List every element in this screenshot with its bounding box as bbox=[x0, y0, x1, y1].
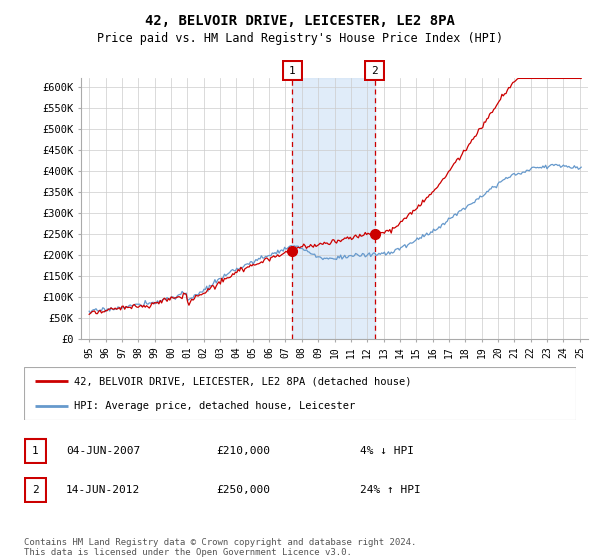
Text: 2: 2 bbox=[32, 485, 39, 495]
Text: £210,000: £210,000 bbox=[216, 446, 270, 456]
Bar bbox=[292, 78, 374, 339]
Text: 14-JUN-2012: 14-JUN-2012 bbox=[66, 485, 140, 495]
Text: 1: 1 bbox=[289, 66, 296, 76]
Text: Contains HM Land Registry data © Crown copyright and database right 2024.
This d: Contains HM Land Registry data © Crown c… bbox=[24, 538, 416, 557]
Text: 04-JUN-2007: 04-JUN-2007 bbox=[66, 446, 140, 456]
Text: 42, BELVOIR DRIVE, LEICESTER, LE2 8PA (detached house): 42, BELVOIR DRIVE, LEICESTER, LE2 8PA (d… bbox=[74, 376, 411, 386]
Text: 4% ↓ HPI: 4% ↓ HPI bbox=[360, 446, 414, 456]
Text: 2: 2 bbox=[371, 66, 378, 76]
Text: Price paid vs. HM Land Registry's House Price Index (HPI): Price paid vs. HM Land Registry's House … bbox=[97, 32, 503, 45]
Text: 24% ↑ HPI: 24% ↑ HPI bbox=[360, 485, 421, 495]
Text: 42, BELVOIR DRIVE, LEICESTER, LE2 8PA: 42, BELVOIR DRIVE, LEICESTER, LE2 8PA bbox=[145, 14, 455, 28]
Text: £250,000: £250,000 bbox=[216, 485, 270, 495]
Text: HPI: Average price, detached house, Leicester: HPI: Average price, detached house, Leic… bbox=[74, 400, 355, 410]
Text: 1: 1 bbox=[32, 446, 39, 456]
